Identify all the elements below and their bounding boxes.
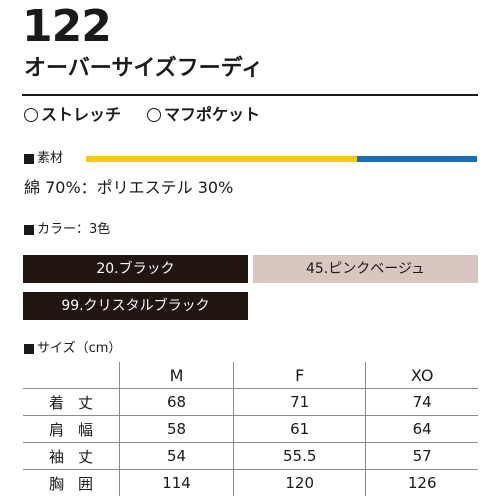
size-table: M F XO 着丈 68 71 74 肩幅 58 61 64 袖丈 54 55.… (23, 362, 478, 496)
table-cell: 55.5 (233, 442, 367, 470)
color-heading: カラー：3色 (24, 222, 110, 238)
table-cell: 71 (233, 388, 367, 416)
table-row: 袖丈 54 55.5 57 (23, 442, 478, 470)
color-swatch-crystal-black: 99.クリスタルブラック (23, 292, 248, 320)
product-number: 122 (22, 1, 112, 52)
table-cell: 126 (365, 469, 478, 496)
material-bar-cotton (86, 156, 357, 162)
table-cell: 114 (118, 469, 235, 496)
table-corner (23, 362, 120, 389)
square-bullet-icon (24, 154, 34, 164)
column-header: XO (365, 362, 478, 389)
product-name: オーバーサイズフーディ (24, 56, 264, 81)
table-row: 肩幅 58 61 64 (23, 415, 478, 443)
table-cell: 58 (118, 415, 235, 443)
table-cell: 54 (118, 442, 235, 470)
feature-item: ストレッチ (24, 104, 121, 126)
material-bar-polyester (357, 156, 477, 162)
material-heading: 素材 (24, 151, 63, 167)
circle-icon (147, 108, 162, 122)
table-cell: 120 (233, 469, 367, 496)
title-divider (22, 94, 478, 96)
color-swatch-black: 20.ブラック (23, 255, 248, 283)
row-header: 胸囲 (23, 469, 120, 496)
feature-label: マフポケット (164, 105, 261, 124)
table-header-row: M F XO (23, 362, 478, 389)
table-row: 着丈 68 71 74 (23, 388, 478, 416)
color-label: カラー：3色 (37, 222, 111, 237)
material-composition: 綿 70%：ポリエステル 30% (24, 178, 234, 197)
feature-list: ストレッチ マフポケット (24, 104, 260, 126)
size-heading: サイズ（cm） (24, 341, 121, 357)
square-bullet-icon (24, 344, 34, 354)
table-cell: 61 (233, 415, 367, 443)
table-cell: 68 (118, 388, 235, 416)
table-cell: 57 (365, 442, 478, 470)
table-row: 胸囲 114 120 126 (23, 469, 478, 496)
feature-item: マフポケット (147, 104, 260, 126)
color-swatch-pink-beige: 45.ピンクベージュ (253, 255, 478, 283)
table-cell: 64 (365, 415, 478, 443)
row-header: 袖丈 (23, 442, 120, 470)
row-header: 肩幅 (23, 415, 120, 443)
square-bullet-icon (24, 225, 34, 235)
table-cell: 74 (365, 388, 478, 416)
size-label: サイズ（cm） (37, 341, 122, 356)
column-header: F (233, 362, 367, 389)
circle-icon (24, 108, 38, 122)
column-header: M (118, 362, 235, 389)
material-label: 素材 (37, 151, 64, 166)
row-header: 着丈 (23, 388, 120, 416)
feature-label: ストレッチ (41, 105, 122, 124)
